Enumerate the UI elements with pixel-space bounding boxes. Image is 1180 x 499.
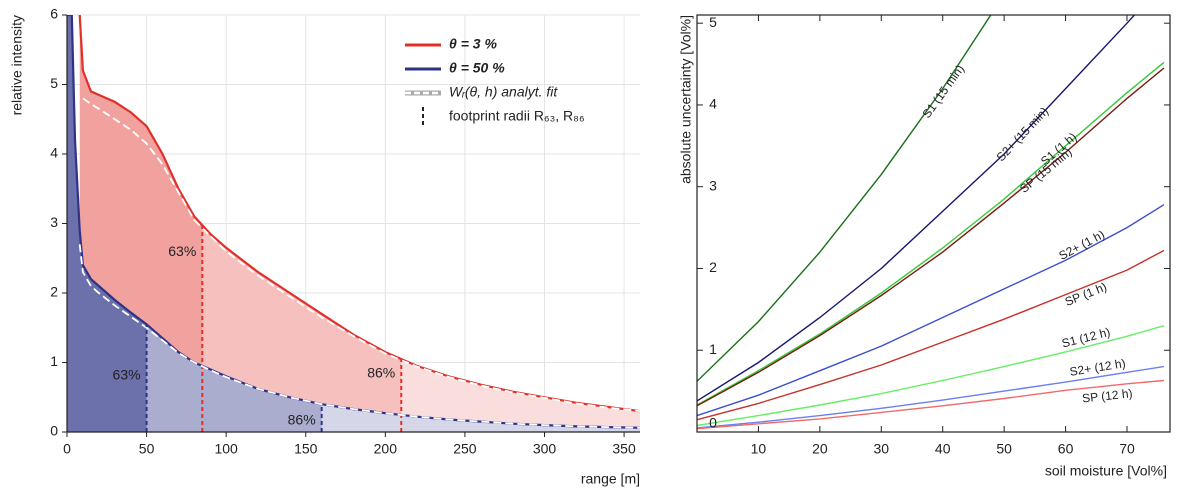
x-tick-label: 150 bbox=[294, 441, 318, 457]
x-tick-label: 350 bbox=[612, 441, 636, 457]
y-tick-label: 5 bbox=[50, 75, 58, 91]
footprint-label: 63% bbox=[168, 243, 196, 259]
series-label: S1 (15 min) bbox=[919, 62, 966, 121]
y-tick-label: 2 bbox=[709, 259, 717, 275]
fit-line bbox=[78, 244, 640, 429]
legend-label: θ = 3 % bbox=[449, 36, 497, 52]
x-tick-label: 300 bbox=[533, 441, 557, 457]
y-tick-label: 4 bbox=[709, 96, 717, 112]
x-tick-label: 70 bbox=[1119, 441, 1135, 457]
footprint-label: 86% bbox=[288, 412, 316, 428]
series-line bbox=[697, 365, 1165, 429]
series-line bbox=[697, 249, 1165, 421]
area-section bbox=[67, 15, 147, 432]
y-tick-label: 5 bbox=[709, 14, 717, 30]
x-tick-label: 200 bbox=[374, 441, 398, 457]
footprint-label: 86% bbox=[367, 364, 395, 380]
area-section bbox=[401, 359, 640, 432]
y-tick-label: 3 bbox=[50, 214, 58, 230]
series-line bbox=[697, 379, 1164, 430]
y-tick-label: 3 bbox=[709, 177, 717, 193]
area-background bbox=[79, 15, 640, 432]
series-label: S2+ (1 h) bbox=[1056, 227, 1106, 263]
x-tick-label: 10 bbox=[751, 441, 767, 457]
y-tick-label: 1 bbox=[709, 341, 717, 357]
x-axis-label: range [m] bbox=[581, 471, 640, 487]
y-tick-label: 4 bbox=[50, 145, 58, 161]
plot-right: S1 (15 min)S2+ (15 min)S1 (1 h)SP (15 mi… bbox=[678, 14, 1171, 479]
y-tick-label: 1 bbox=[50, 353, 58, 369]
series-line bbox=[697, 204, 1165, 417]
y-axis-label: relative intensity bbox=[9, 15, 25, 115]
x-tick-label: 40 bbox=[935, 441, 951, 457]
y-tick-label: 0 bbox=[50, 423, 58, 439]
area-section bbox=[202, 225, 402, 432]
series-label: SP (12 h) bbox=[1081, 386, 1133, 405]
x-tick-label: 50 bbox=[996, 441, 1012, 457]
y-tick-label: 0 bbox=[709, 415, 717, 431]
legend-label: Wᵣ(θ, h) analyt. fit bbox=[449, 84, 558, 100]
x-tick-label: 50 bbox=[139, 441, 155, 457]
y-tick-label: 2 bbox=[50, 284, 58, 300]
y-axis-label: absolute uncertainty [Vol%] bbox=[678, 15, 694, 184]
area-section bbox=[321, 404, 640, 432]
x-tick-label: 20 bbox=[812, 441, 828, 457]
series-label: SP (1 h) bbox=[1063, 280, 1109, 309]
series-label: S2+ (12 h) bbox=[1069, 356, 1127, 379]
fit-line bbox=[82, 97, 640, 412]
series-line bbox=[697, 61, 1165, 406]
plot-frame bbox=[696, 14, 1171, 433]
series-line bbox=[697, 15, 1136, 402]
y-tick-label: 6 bbox=[50, 6, 58, 22]
legend: θ = 3 % θ = 50 % Wᵣ(θ, h) analyt. fit footp… bbox=[405, 36, 585, 127]
legend-label: θ = 50 % bbox=[449, 60, 505, 76]
footprint-label: 63% bbox=[113, 367, 141, 383]
area-section bbox=[146, 324, 322, 432]
x-axis-label: soil moisture [Vol%] bbox=[1045, 463, 1167, 479]
plot-left: 63% 86% 63% 86% 0 50 100 150 200 250 300 350 0 1 2 3 4 5 6… bbox=[9, 6, 640, 487]
series-line bbox=[697, 325, 1165, 427]
x-tick-label: 0 bbox=[63, 441, 71, 457]
x-tick-label: 60 bbox=[1058, 441, 1074, 457]
x-tick-label: 30 bbox=[873, 441, 889, 457]
x-tick-label: 250 bbox=[453, 441, 477, 457]
series-line bbox=[697, 67, 1165, 407]
series-line bbox=[697, 15, 992, 382]
legend-label: footprint radii R₆₃, R₈₆ bbox=[449, 108, 585, 124]
x-tick-label: 100 bbox=[214, 441, 238, 457]
